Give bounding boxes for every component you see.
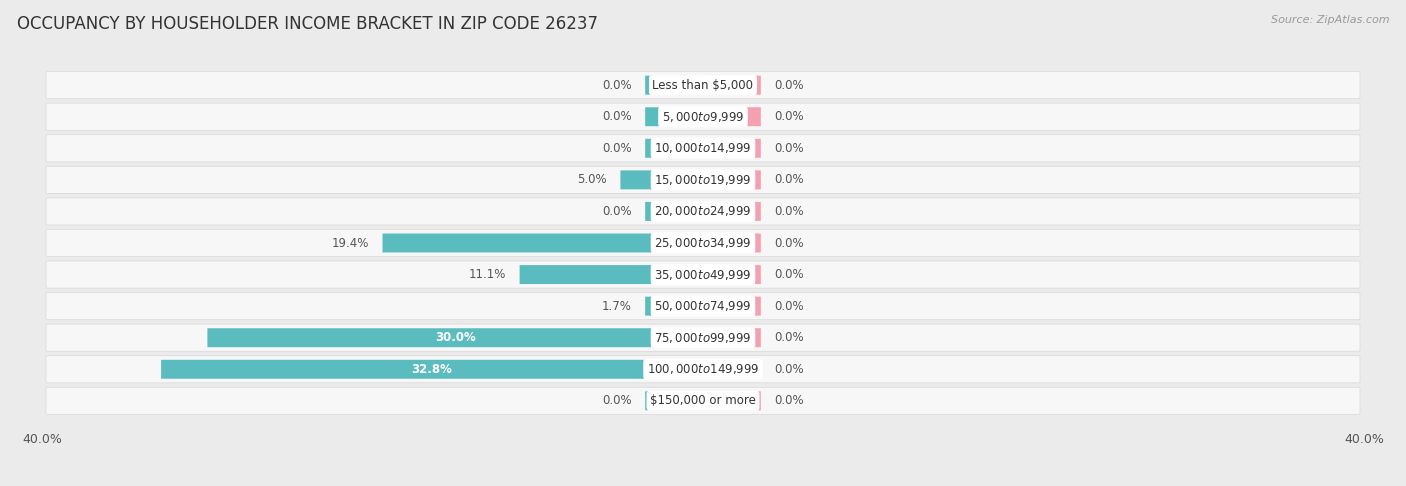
Text: 0.0%: 0.0% xyxy=(775,300,804,312)
Text: 0.0%: 0.0% xyxy=(775,142,804,155)
FancyBboxPatch shape xyxy=(46,71,1360,99)
Text: Less than $5,000: Less than $5,000 xyxy=(652,79,754,92)
Text: 0.0%: 0.0% xyxy=(775,394,804,407)
FancyBboxPatch shape xyxy=(46,261,1360,288)
Text: 30.0%: 30.0% xyxy=(434,331,475,344)
FancyBboxPatch shape xyxy=(46,229,1360,257)
Text: $25,000 to $34,999: $25,000 to $34,999 xyxy=(654,236,752,250)
Text: $75,000 to $99,999: $75,000 to $99,999 xyxy=(654,330,752,345)
FancyBboxPatch shape xyxy=(46,166,1360,193)
FancyBboxPatch shape xyxy=(46,293,1360,320)
FancyBboxPatch shape xyxy=(46,135,1360,162)
Text: 0.0%: 0.0% xyxy=(602,110,631,123)
Text: 0.0%: 0.0% xyxy=(602,79,631,92)
FancyBboxPatch shape xyxy=(46,387,1360,415)
Text: 5.0%: 5.0% xyxy=(578,174,607,186)
Text: $50,000 to $74,999: $50,000 to $74,999 xyxy=(654,299,752,313)
FancyBboxPatch shape xyxy=(645,76,703,95)
FancyBboxPatch shape xyxy=(645,296,703,315)
Text: $10,000 to $14,999: $10,000 to $14,999 xyxy=(654,141,752,156)
Text: 0.0%: 0.0% xyxy=(775,79,804,92)
FancyBboxPatch shape xyxy=(703,171,761,190)
Text: $100,000 to $149,999: $100,000 to $149,999 xyxy=(647,362,759,376)
FancyBboxPatch shape xyxy=(645,139,703,158)
FancyBboxPatch shape xyxy=(703,234,761,252)
Text: $5,000 to $9,999: $5,000 to $9,999 xyxy=(662,110,744,124)
Text: OCCUPANCY BY HOUSEHOLDER INCOME BRACKET IN ZIP CODE 26237: OCCUPANCY BY HOUSEHOLDER INCOME BRACKET … xyxy=(17,15,598,33)
FancyBboxPatch shape xyxy=(46,103,1360,130)
Text: 0.0%: 0.0% xyxy=(775,174,804,186)
Text: $150,000 or more: $150,000 or more xyxy=(650,394,756,407)
Text: 0.0%: 0.0% xyxy=(775,110,804,123)
Text: 0.0%: 0.0% xyxy=(602,142,631,155)
Text: $15,000 to $19,999: $15,000 to $19,999 xyxy=(654,173,752,187)
FancyBboxPatch shape xyxy=(703,202,761,221)
FancyBboxPatch shape xyxy=(703,360,761,379)
FancyBboxPatch shape xyxy=(46,198,1360,225)
Text: 0.0%: 0.0% xyxy=(775,331,804,344)
Text: $35,000 to $49,999: $35,000 to $49,999 xyxy=(654,268,752,281)
Text: 32.8%: 32.8% xyxy=(412,363,453,376)
Text: 0.0%: 0.0% xyxy=(775,268,804,281)
FancyBboxPatch shape xyxy=(645,391,703,410)
Text: Source: ZipAtlas.com: Source: ZipAtlas.com xyxy=(1271,15,1389,25)
FancyBboxPatch shape xyxy=(620,171,703,190)
FancyBboxPatch shape xyxy=(207,328,703,347)
FancyBboxPatch shape xyxy=(46,356,1360,383)
FancyBboxPatch shape xyxy=(46,324,1360,351)
Text: 0.0%: 0.0% xyxy=(602,394,631,407)
FancyBboxPatch shape xyxy=(703,265,761,284)
Text: 1.7%: 1.7% xyxy=(602,300,631,312)
Text: 19.4%: 19.4% xyxy=(332,237,370,249)
FancyBboxPatch shape xyxy=(645,107,703,126)
FancyBboxPatch shape xyxy=(382,234,703,252)
FancyBboxPatch shape xyxy=(703,107,761,126)
Text: $20,000 to $24,999: $20,000 to $24,999 xyxy=(654,205,752,218)
Text: 0.0%: 0.0% xyxy=(602,205,631,218)
FancyBboxPatch shape xyxy=(703,139,761,158)
FancyBboxPatch shape xyxy=(162,360,703,379)
Text: 11.1%: 11.1% xyxy=(470,268,506,281)
Text: 0.0%: 0.0% xyxy=(775,205,804,218)
FancyBboxPatch shape xyxy=(703,76,761,95)
FancyBboxPatch shape xyxy=(645,202,703,221)
Text: 0.0%: 0.0% xyxy=(775,237,804,249)
FancyBboxPatch shape xyxy=(703,328,761,347)
FancyBboxPatch shape xyxy=(520,265,703,284)
Text: 0.0%: 0.0% xyxy=(775,363,804,376)
FancyBboxPatch shape xyxy=(703,296,761,315)
FancyBboxPatch shape xyxy=(703,391,761,410)
